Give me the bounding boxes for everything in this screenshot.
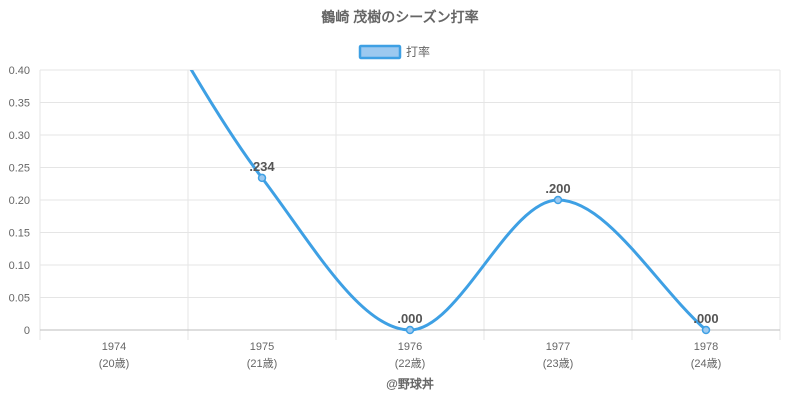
x-tick-sublabel: (22歳) [395, 357, 426, 370]
chart-title: 鶴崎 茂樹のシーズン打率 [321, 9, 478, 25]
y-tick-label: 0.25 [9, 163, 30, 175]
grid [39, 69, 781, 340]
data-point[interactable] [257, 173, 267, 183]
x-tick-sublabel: (23歳) [543, 357, 574, 370]
x-tick-sublabel: (24歳) [691, 357, 722, 370]
legend-swatch [358, 44, 402, 60]
y-tick-label: 0.35 [9, 98, 30, 110]
credit-text: @野球丼 [386, 376, 434, 391]
x-tick-sublabel: (20歳) [99, 357, 130, 370]
y-tick-label: 0.20 [9, 195, 30, 207]
legend-label: 打率 [406, 44, 430, 59]
y-tick-label: 0.10 [9, 260, 30, 272]
x-tick-label: 1974 [102, 341, 126, 353]
data-label: .200 [545, 181, 570, 196]
x-axis: 1974 (20歳) 1975 (21歳) 1976 (22歳) 1977 (23歳) 1978… [99, 341, 722, 370]
x-tick-label: 1976 [398, 341, 422, 353]
data-labels: .234 .000 .200 .000 [249, 159, 718, 326]
data-point[interactable] [701, 325, 711, 335]
x-tick-label: 1977 [546, 341, 570, 353]
data-point[interactable] [405, 325, 415, 335]
y-tick-label: 0.15 [9, 228, 30, 240]
y-tick-label: 0.05 [9, 293, 30, 305]
data-label: .000 [693, 311, 718, 326]
y-tick-label: 0.30 [9, 130, 30, 142]
legend[interactable]: 打率 [358, 44, 430, 60]
y-tick-label: 0.40 [9, 65, 30, 77]
y-tick-label: 0 [24, 325, 30, 337]
data-label: .234 [249, 159, 275, 174]
x-tick-sublabel: (21歳) [247, 357, 278, 370]
x-tick-label: 1975 [250, 341, 274, 353]
x-tick-label: 1978 [694, 341, 718, 353]
y-axis: 0 0.05 0.10 0.15 0.20 0.25 0.30 0.35 0.40 [9, 65, 30, 337]
series-line-group [189, 70, 711, 335]
data-label: .000 [397, 311, 422, 326]
data-point[interactable] [553, 195, 563, 205]
